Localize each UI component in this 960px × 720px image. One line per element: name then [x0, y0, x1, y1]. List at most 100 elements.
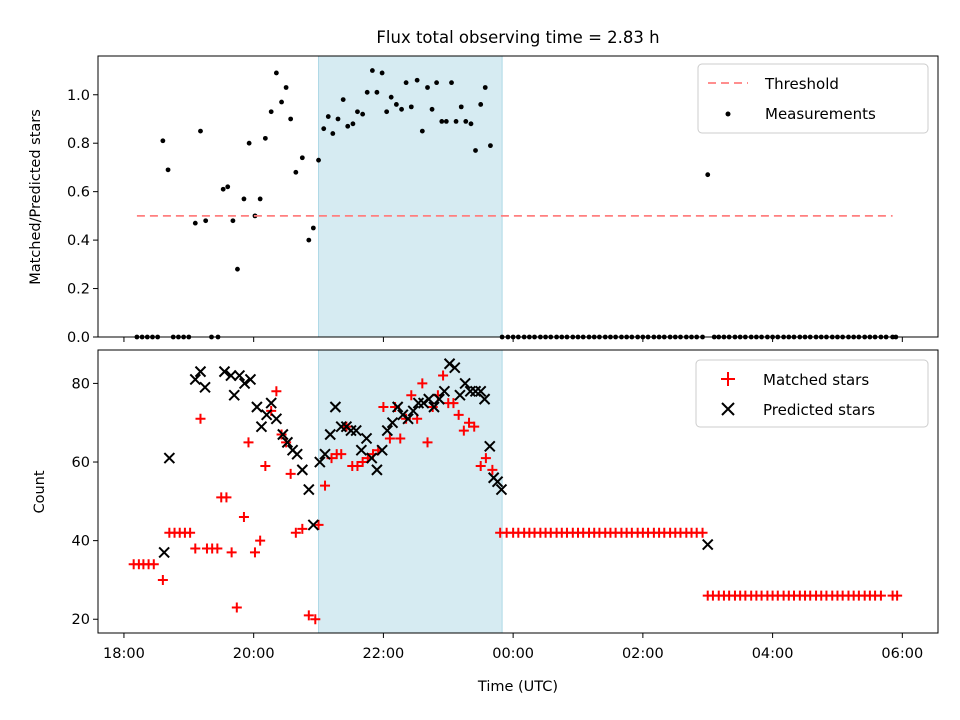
measurement-point — [399, 106, 404, 112]
matched-star-point — [285, 468, 296, 479]
matched-star-point — [357, 457, 368, 468]
predicted-star-point — [459, 377, 471, 390]
matched-star-point — [290, 527, 301, 538]
count-y-tick-label: 60 — [72, 455, 90, 471]
legend-threshold-label: Threshold — [764, 75, 839, 93]
predicted-star-point — [314, 456, 326, 468]
predicted-star-point — [251, 401, 263, 413]
measurement-point — [203, 218, 209, 224]
predicted-star-point — [702, 538, 714, 551]
count-x-ticks: 18:00 20:00 22:00 00:00 02:00 04:00 06:00 — [103, 633, 923, 662]
predicted-star-point — [433, 393, 445, 405]
measurement-point — [220, 186, 226, 192]
measurement-point — [379, 70, 385, 76]
measurement-point — [241, 196, 247, 202]
matched-star-point — [464, 417, 475, 428]
predicted-star-point — [244, 373, 257, 386]
measurement-point — [453, 119, 459, 124]
predicted-star-point — [484, 440, 496, 453]
predicted-star-point — [238, 377, 251, 390]
measurement-point — [478, 102, 484, 107]
measurement-point — [340, 97, 346, 103]
measurement-point — [439, 119, 445, 124]
legend-matched-label: Matched stars — [763, 371, 869, 389]
measurement-point — [293, 169, 299, 175]
measurement-point — [408, 104, 414, 110]
predicted-star-point — [386, 417, 399, 429]
matched-star-point — [352, 460, 363, 471]
measurement-point — [165, 167, 171, 173]
measurement-point — [482, 85, 488, 90]
predicted-star-point — [194, 365, 207, 378]
ratio-y-ticks: 0.0 0.2 0.4 0.6 0.8 1.0 — [67, 88, 98, 346]
matched-star-point — [469, 421, 480, 432]
predicted-star-point — [260, 409, 273, 421]
predicted-star-point — [371, 464, 383, 476]
measurement-point — [488, 143, 493, 149]
ratio-legend-box — [697, 63, 929, 134]
predicted-star-point — [324, 428, 336, 441]
count-x-tick-label: 00:00 — [492, 646, 534, 662]
measurement-point — [225, 184, 231, 190]
matched-star-point — [303, 610, 314, 621]
measurement-point — [306, 237, 312, 243]
legend-predicted-swatch — [721, 402, 735, 416]
predicted-star-point — [307, 519, 320, 531]
predicted-star-point — [345, 424, 357, 437]
figure-title: Flux total observing time = 2.83 h — [376, 28, 659, 47]
predicted-star-point — [199, 381, 211, 394]
ratio-legend: Threshold Measurements — [697, 63, 929, 134]
measurement-point — [230, 218, 236, 224]
measurement-point — [473, 148, 478, 153]
measurement-point — [310, 225, 316, 231]
matched-star-point — [487, 464, 498, 475]
predicted-star-point — [329, 401, 342, 413]
predicted-star-point — [225, 369, 237, 382]
matched-star-point — [190, 543, 201, 554]
predicted-star-point — [291, 448, 303, 460]
ratio-y-tick-label: 0.8 — [67, 136, 90, 152]
measurement-point — [449, 80, 454, 86]
measurement-point — [355, 109, 360, 115]
predicted-star-point — [228, 389, 240, 401]
measurement-point — [374, 89, 380, 95]
predicted-star-point — [303, 483, 315, 496]
predicted-star-point — [360, 432, 373, 445]
predicted-star-point — [335, 420, 347, 433]
matched-star-point — [226, 547, 237, 558]
x-axis-label: Time (UTC) — [477, 679, 558, 695]
matched-star-point — [185, 527, 196, 538]
predicted-star-point — [491, 475, 504, 488]
predicted-star-point — [495, 483, 508, 496]
measurement-point — [429, 106, 435, 112]
ratio-y-tick-label: 0.6 — [67, 185, 90, 201]
predicted-star-point — [474, 385, 487, 397]
predicted-star-point — [381, 424, 394, 437]
matched-star-point — [249, 547, 260, 558]
predicted-star-point — [265, 397, 277, 409]
measurement-point — [705, 172, 711, 178]
predicted-star-point — [423, 393, 435, 405]
count-plot-frame — [97, 349, 939, 634]
measurement-point — [414, 77, 420, 83]
predicted-star-point — [428, 401, 440, 413]
legend-measurements-label: Measurements — [765, 105, 876, 123]
ratio-y-tick-label: 1.0 — [67, 88, 90, 104]
predicted-star-point — [412, 397, 425, 409]
count-legend-box — [695, 359, 929, 428]
ratio-shaded-interval — [318, 55, 503, 338]
matched-star-point — [271, 386, 282, 397]
predicted-star-point — [233, 369, 246, 382]
matched-stars-points — [128, 370, 903, 625]
measurement-point — [325, 114, 331, 119]
ratio-y-tick-label: 0.4 — [67, 233, 90, 249]
predicted-star-point — [296, 464, 309, 476]
measurement-point — [419, 128, 425, 134]
matched-star-point — [148, 559, 159, 570]
measurement-point — [273, 70, 279, 76]
measurement-point — [283, 85, 289, 90]
measurement-point — [388, 94, 394, 100]
measurement-point — [246, 140, 252, 146]
measurement-point — [192, 220, 198, 226]
